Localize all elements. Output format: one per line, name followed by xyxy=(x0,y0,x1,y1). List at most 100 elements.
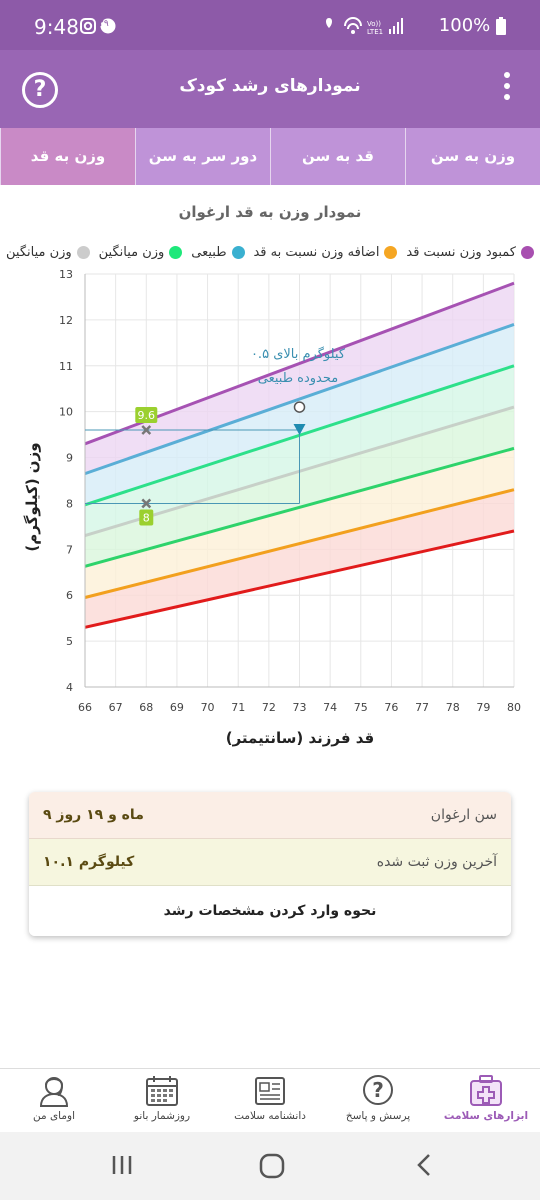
chart-band xyxy=(85,324,514,505)
status-bar: 9:48 ۲۹ Vo)) LTE1 100% xyxy=(0,0,540,50)
help-icon: ? xyxy=(33,77,47,102)
legend-dot xyxy=(231,245,245,259)
x-tick-label: 72 xyxy=(262,701,276,714)
chart-title: نمودار وزن به قد ارغوان xyxy=(178,203,362,221)
marker-x xyxy=(141,498,152,509)
tab-head-circumference-for-age[interactable]: دور سر به سن xyxy=(135,128,270,185)
tab-weight-for-age[interactable]: وزن به سن xyxy=(405,128,540,185)
y-tick-label: 6 xyxy=(66,589,73,602)
bottom-nav: ابزارهای سلامت ? پرسش و پاسخ دانشنامه سل… xyxy=(0,1068,540,1132)
tab-height-for-age[interactable]: قد به سن xyxy=(270,128,405,185)
nav-questions[interactable]: ? پرسش و پاسخ xyxy=(324,1069,432,1132)
notification-badge: ۲۹ xyxy=(99,19,109,29)
series-line xyxy=(84,488,515,599)
y-tick-label: 9 xyxy=(66,452,73,465)
nav-label: دانشنامه سلامت xyxy=(234,1110,306,1122)
x-tick-label: 78 xyxy=(446,701,460,714)
y-axis-label: وزن (کیلوگرم) xyxy=(23,442,41,552)
legend-dot xyxy=(520,245,534,259)
marker-x xyxy=(141,425,152,435)
weight-for-height-chart: 66 67 68 69 70 71 72 73 74 75 76 77 78 79 804567891011… xyxy=(59,268,521,714)
x-tick-label: 75 xyxy=(354,701,368,714)
legend-dot xyxy=(76,245,90,259)
nav-label: پرسش و پاسخ xyxy=(345,1110,411,1122)
status-right: Vo)) LTE1 100% xyxy=(323,15,506,36)
status-icons: ۲۹ xyxy=(80,18,122,38)
legend-item: طبیعی xyxy=(191,242,245,262)
y-tick-label: 8 xyxy=(66,497,73,510)
svg-text:LTE1: LTE1 xyxy=(367,28,383,36)
how-to-enter-growth-button[interactable]: نحوه وارد کردن مشخصات رشد xyxy=(29,886,511,936)
x-tick-label: 67 xyxy=(109,701,123,714)
more-menu-button[interactable] xyxy=(504,72,512,106)
x-axis-label: قد فرزند (سانتیمتر) xyxy=(225,729,375,747)
legend-dot xyxy=(169,245,183,259)
legend-label: وزن میانگین xyxy=(6,244,72,260)
x-tick-label: 70 xyxy=(201,701,215,714)
back-icon[interactable] xyxy=(412,1152,438,1178)
series-line xyxy=(84,446,515,568)
signal-wifi-icon: Vo)) LTE1 xyxy=(326,17,404,36)
weight-label: آخرین وزن ثبت شده xyxy=(376,854,497,870)
marker-label: 9.6 xyxy=(138,409,156,422)
help-button[interactable]: ? xyxy=(22,72,58,108)
x-tick-label: 68 xyxy=(139,701,153,714)
chart-band xyxy=(85,489,514,628)
calendar-icon xyxy=(146,1076,178,1106)
medical-kit-icon xyxy=(470,1075,502,1106)
tab-weight-for-height[interactable]: وزن به قد xyxy=(0,128,135,185)
nav-encyclopedia[interactable]: دانشنامه سلامت xyxy=(216,1069,324,1132)
x-tick-label: 79 xyxy=(476,701,490,714)
nav-health-tools[interactable]: ابزارهای سلامت xyxy=(432,1069,540,1132)
x-tick-label: 80 xyxy=(507,701,521,714)
weight-row: آخرین وزن ثبت شده ۱۰.۱ کیلوگرم xyxy=(29,839,511,886)
legend-item: اضافه وزن نسبت به قد xyxy=(253,242,398,262)
y-tick-label: 4 xyxy=(66,681,73,694)
annotation-text: ۰.۵ کیلوگرم بالای xyxy=(251,346,346,362)
x-tick-label: 76 xyxy=(384,701,398,714)
marker-label-bg xyxy=(139,509,154,526)
nav-label: اومای من xyxy=(33,1110,75,1122)
app-title: نمودارهای رشد کودک xyxy=(179,76,361,96)
y-tick-label: 7 xyxy=(66,543,73,556)
legend-item: کمبود وزن نسبت قد xyxy=(406,242,534,262)
chart-legend: کمبود وزن نسبت قد اضافه وزن نسبت به قد ط… xyxy=(6,242,534,262)
child-point xyxy=(293,401,306,413)
svg-text:Vo)): Vo)) xyxy=(367,20,381,28)
instagram-notification-icon xyxy=(80,18,116,34)
system-nav-bar xyxy=(0,1132,540,1200)
chart-tabs: وزن به سن قد به سن دور سر به سن وزن به ق… xyxy=(0,128,540,185)
x-tick-label: 71 xyxy=(231,701,245,714)
age-row: سن ارغوان ۹ ماه و ۱۹ روز xyxy=(29,792,511,839)
x-tick-label: 69 xyxy=(170,701,184,714)
recent-apps-icon[interactable] xyxy=(110,1152,136,1178)
x-tick-label: 77 xyxy=(415,701,429,714)
home-icon[interactable] xyxy=(258,1152,286,1180)
y-axis-label-wrap: وزن (کیلوگرم) xyxy=(8,440,52,560)
chart-band xyxy=(85,283,514,474)
age-label: سن ارغوان xyxy=(430,807,497,823)
x-tick-label: 66 xyxy=(78,701,92,714)
encyclopedia-icon xyxy=(255,1077,285,1105)
legend-item: وزن میانگین xyxy=(99,242,183,262)
legend-item: وزن میانگین xyxy=(6,242,90,262)
y-tick-label: 10 xyxy=(59,406,73,419)
marker-label-bg xyxy=(135,407,158,424)
marker-label: 8 xyxy=(143,511,150,524)
y-tick-label: 5 xyxy=(66,635,73,648)
nav-label: ابزارهای سلامت xyxy=(443,1110,529,1122)
growth-info-card: سن ارغوان ۹ ماه و ۱۹ روز آخرین وزن ثبت ش… xyxy=(29,792,511,936)
legend-label: وزن میانگین xyxy=(98,244,165,260)
annotation-text: محدوده طبیعی xyxy=(258,371,339,386)
y-tick-label: 13 xyxy=(59,268,73,281)
nav-calendar[interactable]: روزشمار بانو xyxy=(108,1069,216,1132)
nav-profile[interactable]: اومای من xyxy=(0,1069,108,1132)
chart-band xyxy=(85,448,514,598)
legend-label: طبیعی xyxy=(191,244,227,260)
y-tick-label: 12 xyxy=(59,314,73,327)
legend-label: اضافه وزن نسبت به قد xyxy=(253,244,380,260)
target-arrow xyxy=(293,424,306,436)
x-tick-label: 73 xyxy=(293,701,307,714)
series-line xyxy=(84,323,515,476)
legend-dot xyxy=(384,245,398,259)
